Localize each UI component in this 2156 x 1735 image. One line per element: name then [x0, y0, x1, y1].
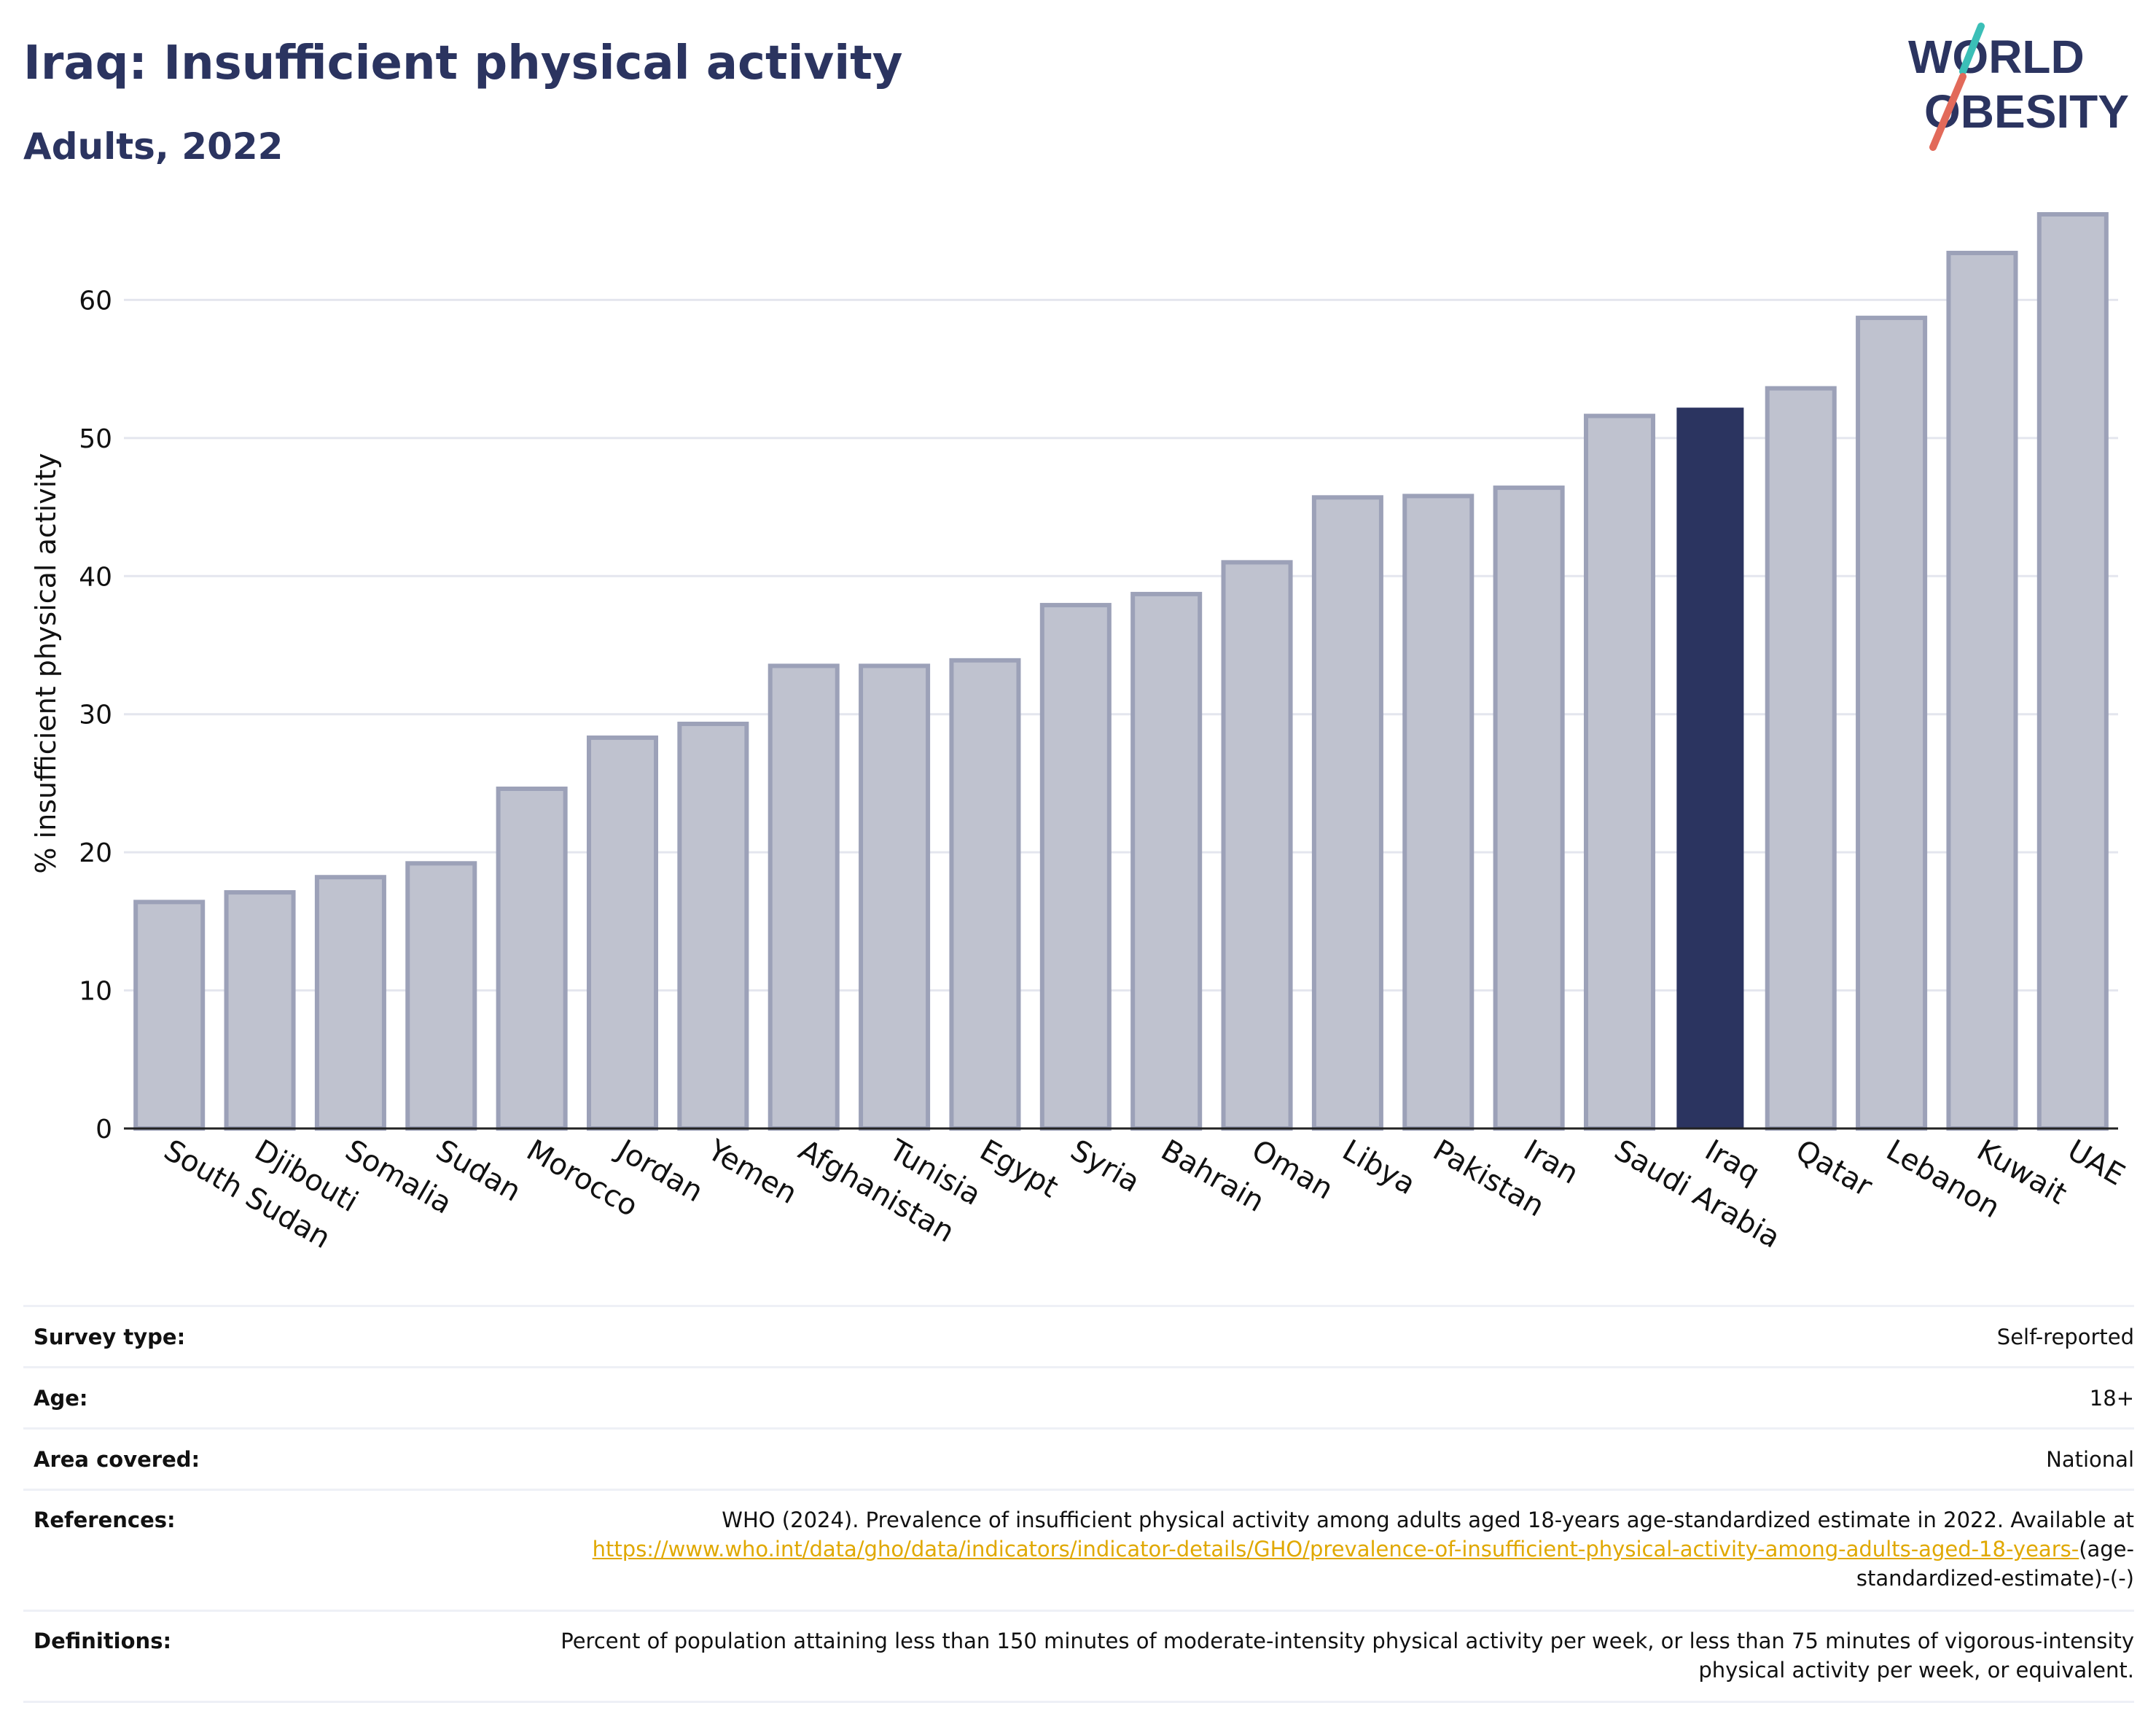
bar-oman — [1221, 560, 1293, 1131]
x-tick-label: Libya — [1337, 1134, 1421, 1201]
info-row-area: Area covered: National — [23, 1427, 2134, 1489]
x-axis-ticks: South SudanDjiboutiSomaliaSudanMoroccoJo… — [158, 1132, 2130, 1255]
definitions-value: Percent of population attaining less tha… — [561, 1629, 2134, 1683]
survey-label: Survey type: — [34, 1324, 186, 1349]
bar-djibouti — [224, 890, 296, 1131]
info-row-survey: Survey type: Self-reported — [23, 1305, 2134, 1366]
bar-yemen — [677, 721, 749, 1131]
references-link[interactable]: https://www.who.int/data/gho/data/indica… — [592, 1537, 2079, 1562]
y-tick-label: 20 — [79, 838, 112, 868]
bar-south-sudan — [133, 900, 206, 1131]
bar-pakistan — [1402, 494, 1475, 1131]
bar-libya — [1311, 495, 1383, 1131]
info-row-age: Age: 18+ — [23, 1366, 2134, 1427]
bar-tunisia — [859, 663, 931, 1131]
x-tick-label: Yemen — [701, 1133, 802, 1211]
bar-chart: 0 10 20 30 40 50 60 South SudanDjiboutiSomalia… — [30, 211, 2130, 1255]
bar-jordan — [586, 735, 659, 1131]
references-text-suffix: (age-standardized-estimate)-(-) — [1856, 1537, 2134, 1591]
world-obesity-logo: WORLD OBESITY — [1908, 23, 2129, 151]
y-tick-label: 10 — [79, 977, 112, 1007]
area-value: National — [2046, 1446, 2134, 1472]
page-title: Iraq: Insufficient physical activity — [23, 36, 903, 90]
logo-coral-slash — [1929, 73, 1966, 151]
y-tick-label: 40 — [79, 562, 112, 592]
references-text: WHO (2024). Prevalence of insufficient p… — [722, 1508, 2134, 1532]
bar-afghanistan — [768, 663, 840, 1131]
age-value: 18+ — [2089, 1385, 2134, 1411]
y-axis-ticks: 0 10 20 30 40 50 60 — [79, 286, 112, 1145]
y-tick-label: 50 — [79, 424, 112, 454]
bar-somalia — [314, 875, 386, 1131]
references-value: WHO (2024). Prevalence of insufficient p… — [472, 1505, 2134, 1610]
bar-lebanon — [1856, 316, 1928, 1131]
logo-line1: WORLD — [1908, 31, 2085, 83]
y-tick-label: 60 — [79, 286, 112, 316]
page-subtitle: Adults, 2022 — [23, 125, 284, 168]
x-tick-label: UAE — [2062, 1134, 2130, 1193]
info-row-references: References: WHO (2024). Prevalence of in… — [23, 1489, 2134, 1610]
bar-syria — [1039, 603, 1112, 1131]
bar-iraq — [1676, 408, 1744, 1128]
x-tick-label: Saudi Arabia — [1609, 1134, 1786, 1255]
bar-kuwait — [1946, 251, 2018, 1131]
bars — [133, 211, 2109, 1131]
info-table: Survey type: Self-reported Age: 18+ Area… — [23, 1305, 2134, 1703]
x-tick-label: Syria — [1065, 1134, 1146, 1199]
info-row-definitions: Definitions: Percent of population attai… — [23, 1610, 2134, 1703]
bar-uae — [2036, 211, 2109, 1131]
x-tick-label: Egypt — [974, 1134, 1063, 1205]
logo-teal-slash — [1959, 23, 1985, 75]
bar-qatar — [1765, 386, 1837, 1131]
y-tick-label: 0 — [95, 1115, 112, 1145]
definitions-label: Definitions: — [34, 1629, 172, 1653]
age-label: Age: — [34, 1385, 88, 1411]
references-label: References: — [34, 1508, 176, 1532]
x-tick-label: Bahrain — [1155, 1134, 1270, 1219]
bar-iran — [1493, 486, 1565, 1131]
y-axis-title: % insufficient physical activity — [30, 453, 62, 873]
bar-saudi-arabia — [1583, 413, 1656, 1131]
survey-value: Self-reported — [1996, 1324, 2134, 1349]
bar-morocco — [496, 787, 568, 1131]
area-label: Area covered: — [34, 1446, 200, 1472]
y-tick-label: 30 — [79, 701, 112, 730]
bar-sudan — [405, 861, 477, 1131]
bar-egypt — [949, 658, 1021, 1131]
bar-bahrain — [1130, 591, 1203, 1131]
x-tick-label: Qatar — [1790, 1134, 1878, 1204]
